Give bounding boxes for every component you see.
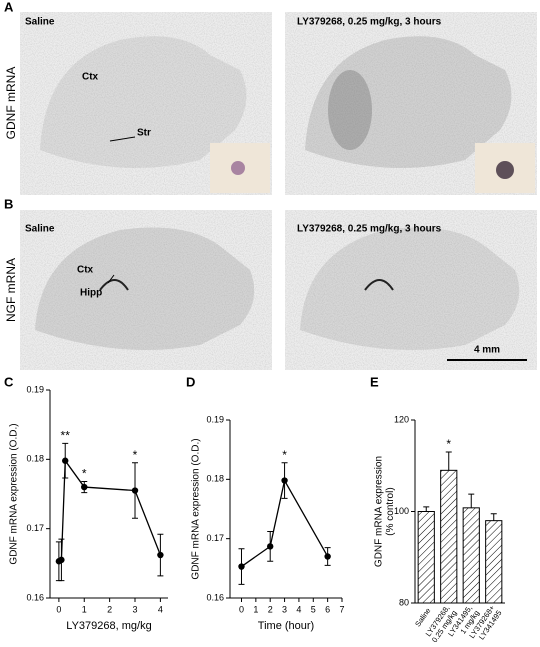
brain-section [35,227,255,350]
x-tick-label: 7 [339,604,344,614]
panel-label: C [4,374,14,389]
x-tick-label: 3 [282,604,287,614]
error-bar [445,451,452,471]
error-bar [423,506,430,512]
x-tick-label: 6 [325,604,330,614]
marker [267,543,274,550]
y-tick-label: 0.19 [206,414,224,424]
x-axis-label: LY379268, mg/kg [66,620,151,632]
y-tick-label: 0.19 [26,384,44,394]
y-tick-label: 0.16 [206,592,224,602]
bar [485,520,503,604]
bar [440,469,458,604]
x-tick-label: 1 [82,604,87,614]
inset-cell [231,161,245,175]
error-bar [490,513,497,521]
x-tick-label: 0 [239,604,244,614]
region-label: Str [137,128,151,139]
image-panels: A Saline LY379268, 0.25 mg/kg, 3 hours C… [4,0,537,370]
marker [281,477,288,484]
panel-label: A [4,0,14,14]
hippocampus [99,279,129,291]
image-noise [20,210,272,370]
x-tick-label: 4 [158,604,163,614]
image-title: LY379268, 0.25 mg/kg, 3 hours [297,224,442,235]
line [58,458,161,562]
y-axis-label: GDNF mRNA expression (O.D.) [191,438,202,579]
image-noise [285,210,537,370]
image-title: LY379268, 0.25 mg/kg, 3 hours [297,17,442,28]
image-title: Saline [25,17,55,28]
scale-bar-label: 4 mm [474,345,500,356]
x-tick-label: 4 [296,604,301,614]
row-label: NGF mRNA [4,258,18,322]
marker [58,556,65,564]
brain-section [40,36,247,168]
significance: * [133,448,138,462]
image-title: Saline [25,224,55,235]
region-label: Hipp [80,288,102,299]
y-tick-label: 0.18 [26,454,44,464]
significance: * [282,448,287,462]
line [241,478,329,568]
y-tick-label: 0.16 [26,592,44,602]
row-label: GDNF mRNA [4,67,18,140]
bar [462,507,480,604]
x-tick-label: 0 [56,604,61,614]
x-tick-label: 1 [253,604,258,614]
panel-label: B [4,196,13,211]
significance: ** [61,429,71,443]
brain-section [305,36,512,168]
marker [131,487,139,494]
x-tick-label: 2 [268,604,273,614]
marker [157,551,164,559]
significance: * [446,437,451,451]
pointer [109,136,136,142]
error-bar [468,493,475,508]
marker [238,563,245,570]
bar [417,511,435,604]
brain-section [300,227,520,350]
significance: * [82,467,87,481]
x-tick-label: 5 [311,604,316,614]
hippocampus [364,279,394,291]
marker [324,553,331,560]
y-axis-label: GDNF mRNA expression(% control) [373,456,396,567]
y-tick-label: 80 [399,597,409,607]
y-tick-label: 120 [394,414,409,424]
panel-label: D [186,374,195,389]
striatum [328,70,372,150]
marker [62,457,69,464]
inset-cell [496,161,514,179]
panel-label: E [370,374,379,389]
y-axis-label: GDNF mRNA expression (O.D.) [9,423,20,564]
y-tick-label: 0.18 [206,474,224,484]
y-tick-label: 100 [394,506,409,516]
x-tick-label: 3 [133,604,138,614]
region-label: Ctx [77,265,94,276]
marker [81,483,88,491]
region-label: Ctx [82,72,99,83]
y-tick-label: 0.17 [26,523,44,533]
pointer [107,274,115,284]
y-tick-label: 0.17 [206,533,224,543]
x-tick-label: 2 [107,604,112,614]
x-axis-label: Time (hour) [258,620,314,632]
